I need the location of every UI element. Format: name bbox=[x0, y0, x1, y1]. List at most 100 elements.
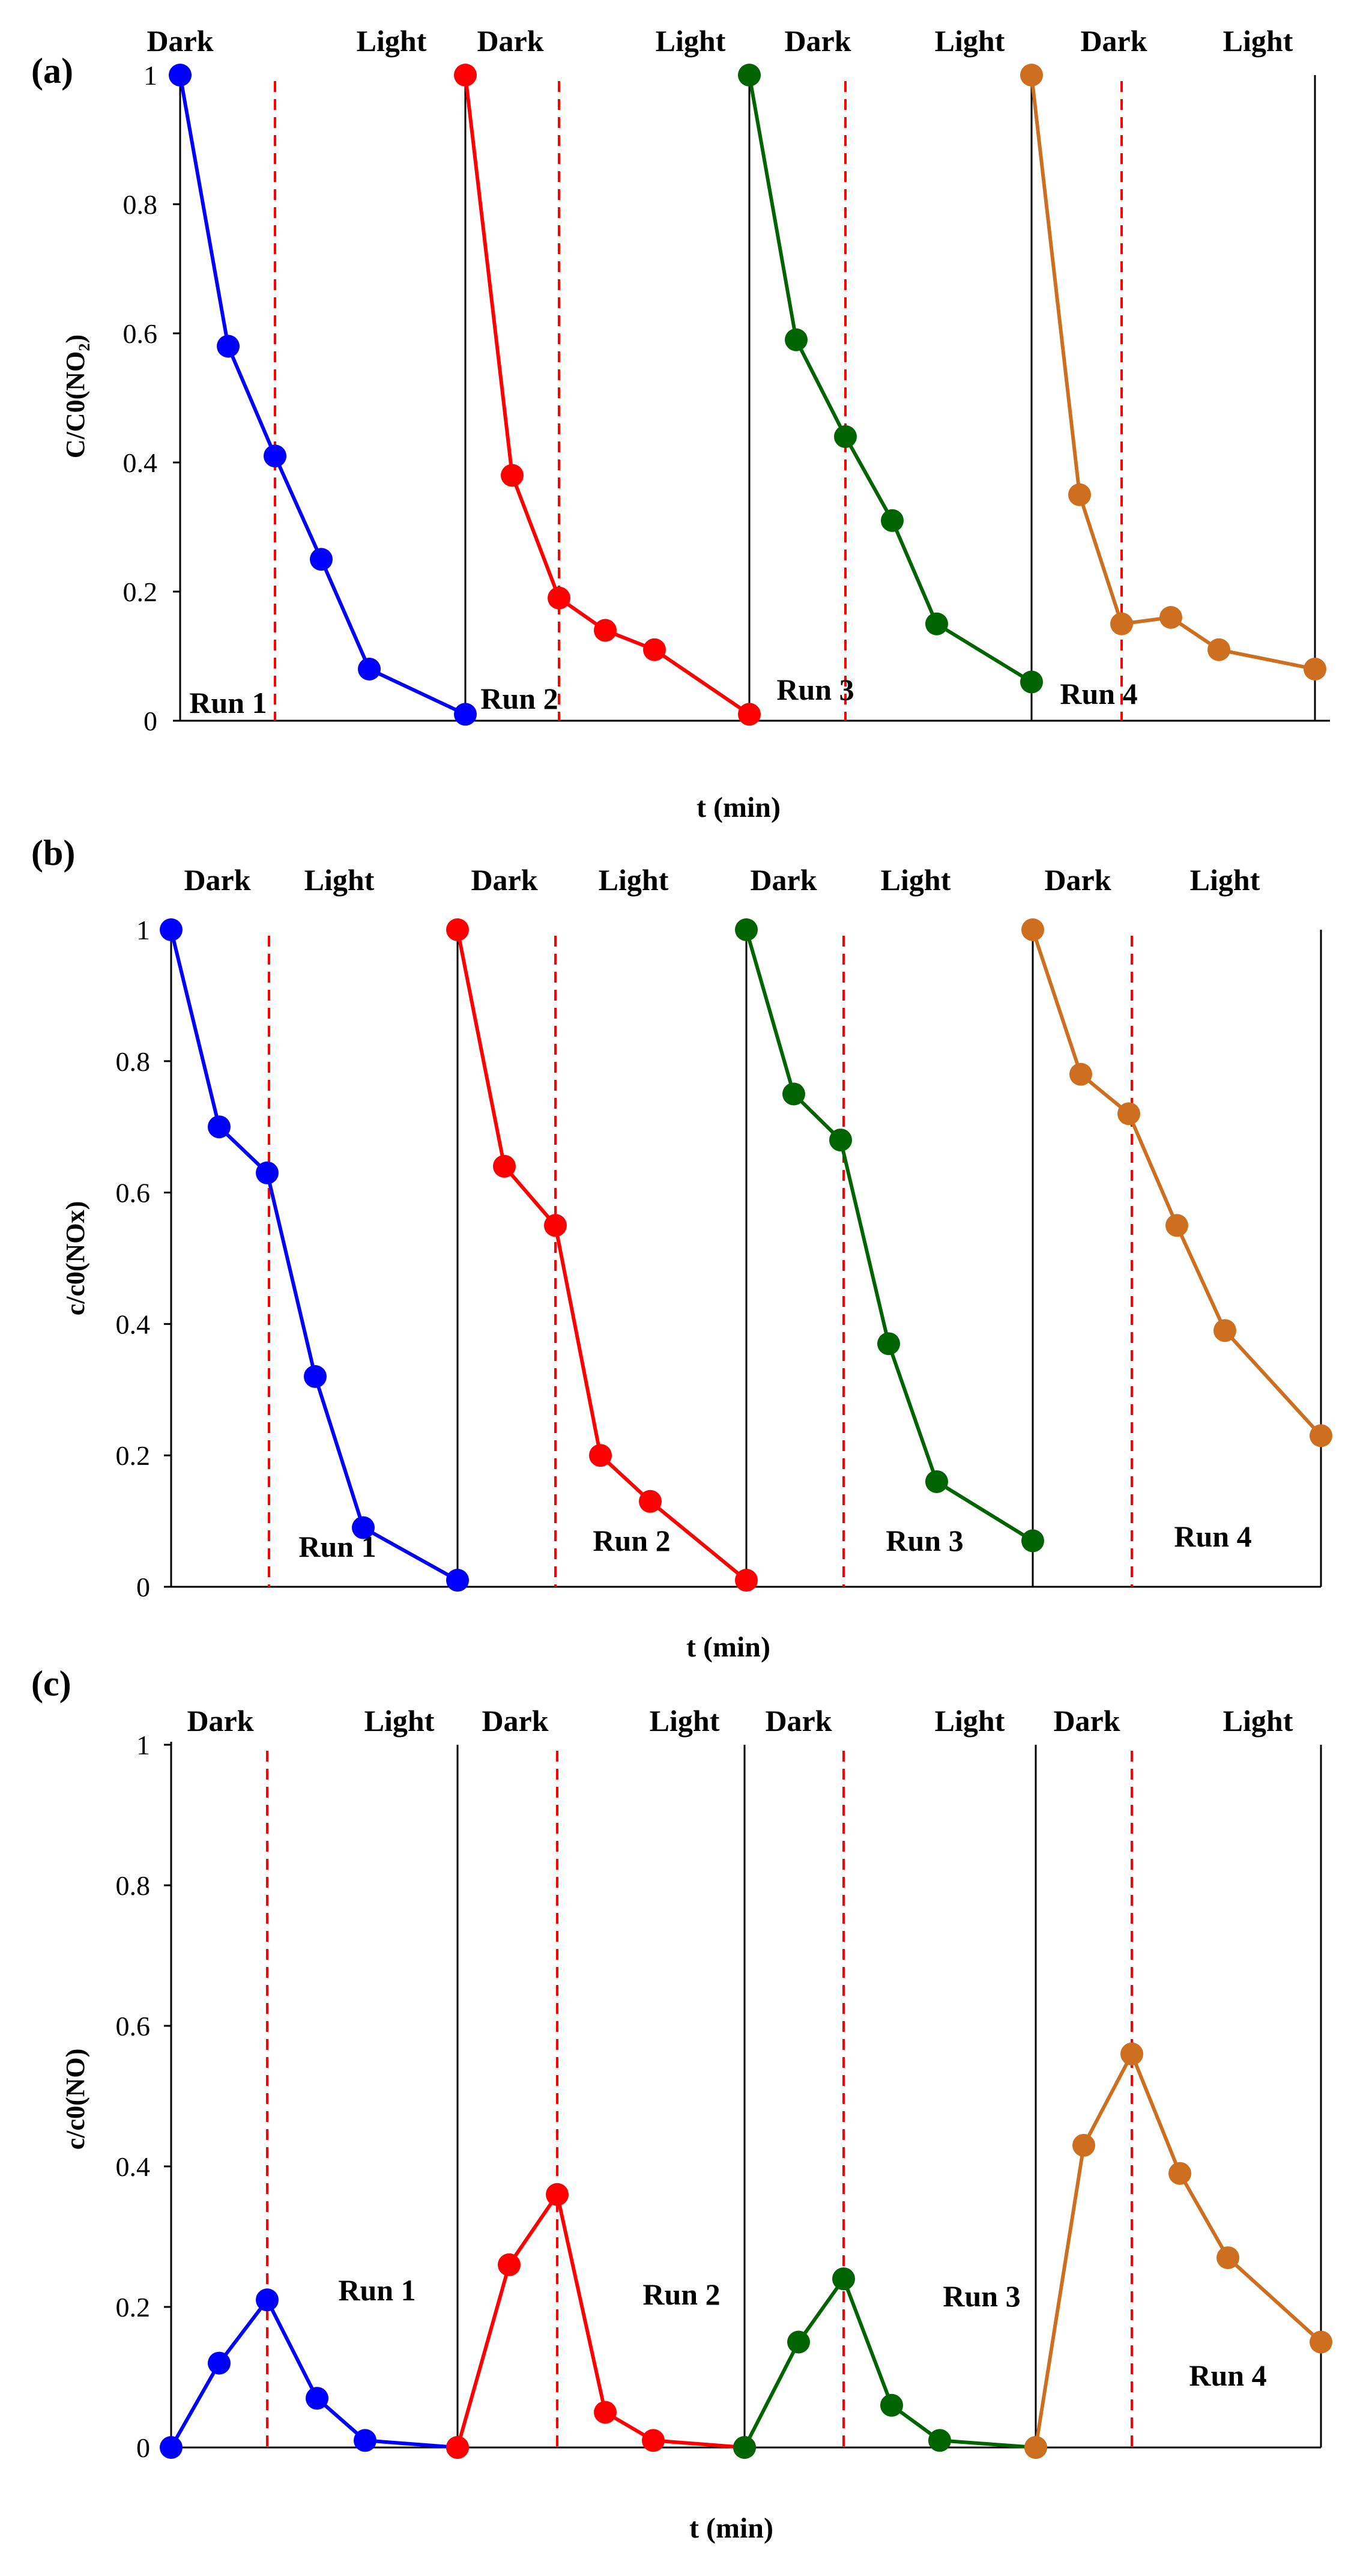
run-label: Run 3 bbox=[776, 673, 854, 706]
chart-panel-3: (c) 0 0.2 0.4 0.6 0.8 1 Dark Light Dark Light Dark L… bbox=[31, 1664, 1332, 2544]
data-point-run-2 bbox=[548, 586, 570, 610]
light-phase-label: Light bbox=[656, 24, 726, 58]
data-point-run-1 bbox=[358, 658, 381, 680]
data-point-run-2 bbox=[639, 1490, 662, 1513]
y-tick-label: 1 bbox=[136, 1730, 150, 1760]
light-phase-label: Light bbox=[1190, 863, 1260, 897]
data-point-run-4 bbox=[1213, 1319, 1236, 1342]
data-point-run-4 bbox=[1207, 638, 1230, 661]
data-point-run-4 bbox=[1168, 2162, 1191, 2185]
y-tick-label: 1 bbox=[136, 915, 150, 945]
data-point-run-1 bbox=[306, 2387, 328, 2410]
y-axis-title: c/c0(NO) bbox=[61, 2049, 90, 2150]
light-phase-label: Light bbox=[1223, 24, 1293, 58]
data-point-run-2 bbox=[642, 2429, 665, 2452]
data-point-run-2 bbox=[594, 2401, 617, 2424]
data-point-run-1 bbox=[208, 1115, 231, 1139]
panels-group: (a) 0 0.2 0.4 0.6 0.8 1 Dark Light Dark Light Dark L… bbox=[31, 24, 1332, 2544]
data-point-run-4 bbox=[1120, 2042, 1143, 2065]
data-point-run-4 bbox=[1310, 1424, 1332, 1447]
dark-phase-label: Dark bbox=[147, 24, 213, 58]
dark-phase-label: Dark bbox=[784, 24, 851, 58]
data-point-run-4 bbox=[1069, 1062, 1092, 1086]
data-point-run-4 bbox=[1072, 2133, 1095, 2157]
data-point-run-2 bbox=[589, 1444, 612, 1467]
data-point-run-2 bbox=[544, 1214, 567, 1237]
data-point-run-4 bbox=[1020, 64, 1043, 86]
panel-letter: (b) bbox=[31, 833, 75, 873]
data-point-run-3 bbox=[928, 2429, 951, 2452]
data-point-run-3 bbox=[738, 64, 761, 86]
y-tick-label: 0.2 bbox=[116, 2292, 151, 2323]
y-tick-label: 0.2 bbox=[116, 1440, 151, 1471]
data-point-run-3 bbox=[733, 2436, 756, 2459]
data-point-run-3 bbox=[1021, 1529, 1044, 1553]
dark-phase-label: Dark bbox=[1053, 1704, 1120, 1738]
y-tick-label: 0.8 bbox=[123, 189, 158, 220]
panel-letter: (a) bbox=[31, 51, 73, 91]
series-line-run-2 bbox=[456, 929, 748, 1582]
data-point-run-3 bbox=[1020, 670, 1043, 694]
run-label: Run 1 bbox=[298, 1530, 376, 1563]
data-point-run-2 bbox=[493, 1154, 516, 1178]
data-point-run-4 bbox=[1021, 918, 1044, 941]
data-point-run-3 bbox=[881, 509, 904, 532]
y-tick-label: 0.4 bbox=[116, 2151, 151, 2182]
dark-phase-label: Dark bbox=[184, 863, 250, 897]
data-point-run-1 bbox=[264, 444, 286, 468]
data-point-run-1 bbox=[352, 1516, 375, 1539]
dark-phase-label: Dark bbox=[1080, 24, 1147, 58]
data-point-run-1 bbox=[160, 2436, 183, 2459]
data-point-run-4 bbox=[1216, 2246, 1239, 2270]
series-line-run-3 bbox=[745, 929, 1034, 1542]
run-label: Run 3 bbox=[943, 2279, 1020, 2313]
data-point-run-1 bbox=[454, 703, 477, 726]
y-tick-label: 0.2 bbox=[123, 577, 158, 607]
run-label: Run 3 bbox=[886, 1524, 963, 1557]
data-point-run-1 bbox=[256, 2288, 279, 2312]
data-point-run-1 bbox=[304, 1365, 327, 1388]
run-label: Run 2 bbox=[480, 682, 558, 715]
data-point-run-4 bbox=[1068, 483, 1091, 506]
x-axis-title: t (min) bbox=[686, 1631, 770, 1663]
y-tick-label: 0 bbox=[144, 706, 157, 736]
series-line-run-3 bbox=[743, 2277, 1036, 2449]
light-phase-label: Light bbox=[304, 863, 375, 897]
data-point-run-3 bbox=[877, 1332, 900, 1356]
series-line-run-4 bbox=[1034, 2052, 1323, 2448]
light-phase-label: Light bbox=[357, 24, 427, 58]
run-label: Run 1 bbox=[338, 2273, 416, 2307]
y-tick-label: 0.6 bbox=[116, 1178, 151, 1208]
data-point-run-2 bbox=[454, 64, 477, 86]
data-point-run-4 bbox=[1304, 658, 1326, 680]
data-point-run-4 bbox=[1159, 606, 1182, 629]
series-line-run-1 bbox=[169, 2298, 458, 2449]
dark-phase-label: Dark bbox=[477, 24, 543, 58]
data-point-run-3 bbox=[787, 2330, 810, 2354]
y-tick-label: 0.4 bbox=[116, 1309, 151, 1339]
y-tick-label: 0.6 bbox=[116, 2011, 151, 2041]
data-point-run-4 bbox=[1117, 1102, 1140, 1126]
light-phase-label: Light bbox=[364, 1704, 435, 1738]
dark-phase-label: Dark bbox=[750, 863, 817, 897]
light-phase-label: Light bbox=[935, 1704, 1005, 1738]
data-point-run-2 bbox=[501, 464, 524, 487]
data-point-run-1 bbox=[208, 2351, 231, 2375]
series-line-run-1 bbox=[169, 929, 459, 1582]
data-point-run-3 bbox=[832, 2267, 855, 2291]
data-point-run-2 bbox=[643, 638, 666, 661]
y-tick-label: 0.4 bbox=[123, 447, 158, 478]
y-tick-label: 0 bbox=[136, 2432, 150, 2463]
run-label: Run 4 bbox=[1174, 1520, 1251, 1553]
light-phase-label: Light bbox=[881, 863, 951, 897]
data-point-run-3 bbox=[834, 425, 857, 448]
data-point-run-4 bbox=[1310, 2330, 1332, 2354]
data-point-run-4 bbox=[1165, 1214, 1188, 1237]
y-tick-label: 0.8 bbox=[116, 1870, 151, 1901]
data-point-run-3 bbox=[925, 612, 948, 635]
data-point-run-3 bbox=[785, 328, 808, 351]
run-label: Run 2 bbox=[642, 2277, 720, 2311]
series-line-run-2 bbox=[464, 74, 751, 716]
data-point-run-1 bbox=[446, 1569, 469, 1592]
